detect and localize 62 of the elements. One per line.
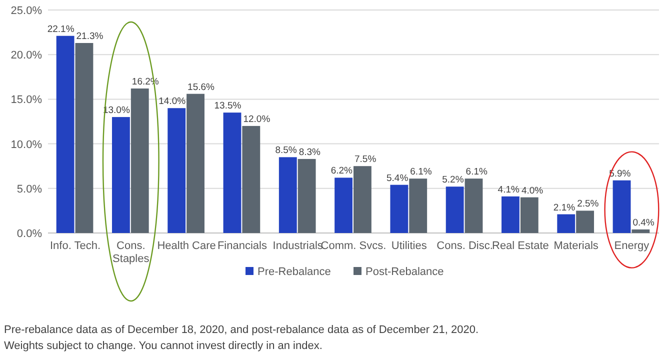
data-label: 0.4% <box>632 217 655 228</box>
x-tick-label: Cons. Disc. <box>436 240 493 252</box>
x-tick-label: Comm. Svcs. <box>320 240 386 252</box>
legend-label: Pre-Rebalance <box>258 266 331 278</box>
data-label: 6.2% <box>330 166 354 177</box>
data-label: 14.0% <box>158 96 186 108</box>
bar <box>242 126 260 233</box>
y-tick-label: 5.0% <box>16 183 42 196</box>
bar <box>409 178 428 233</box>
y-tick-label: 10.0% <box>10 138 42 151</box>
y-tick-label: 25.0% <box>10 5 42 17</box>
data-label: 6.1% <box>410 166 432 178</box>
bar <box>56 36 74 233</box>
data-label: 4.0% <box>521 185 544 196</box>
x-tick-label: Utilities <box>391 240 428 252</box>
x-tick-label: Real Estate <box>492 240 549 252</box>
y-tick-label: 0.0% <box>16 228 42 240</box>
bar <box>390 184 408 233</box>
bar <box>354 166 372 233</box>
bar <box>186 94 204 233</box>
bar <box>75 43 94 233</box>
bar <box>502 196 520 233</box>
bar <box>520 197 538 233</box>
bar <box>632 229 650 233</box>
data-label: 4.1% <box>498 184 520 196</box>
data-label: 2.1% <box>553 202 576 214</box>
x-tick-label: Cons. Staples <box>112 240 150 265</box>
bar <box>446 186 464 233</box>
x-tick-label: Industrials <box>272 240 324 252</box>
x-tick-label: Health Care <box>157 240 216 252</box>
bar <box>464 178 483 233</box>
bar <box>130 88 149 233</box>
y-tick-label: 20.0% <box>10 50 42 62</box>
bar <box>612 180 631 233</box>
data-label: 12.0% <box>243 114 271 125</box>
data-label: 5.2% <box>442 174 464 186</box>
text: Weights subject to change. You cannot invest directly in an index. <box>4 340 322 352</box>
data-label: 15.6% <box>188 82 216 93</box>
data-label: 21.3% <box>76 31 104 42</box>
x-tick-label: Financials <box>217 240 268 252</box>
y-tick-label: 15.0% <box>10 94 42 106</box>
bar <box>223 112 242 233</box>
bar <box>576 210 594 233</box>
data-label: 22.1% <box>47 24 75 35</box>
bar <box>168 108 186 233</box>
data-label: 13.5% <box>214 100 242 112</box>
bar <box>278 157 297 233</box>
data-label: 5.4% <box>386 172 409 184</box>
x-tick-label: Info. Tech. <box>50 240 101 252</box>
bar <box>298 158 316 233</box>
bar <box>112 117 130 233</box>
bar <box>557 214 576 233</box>
x-tick-label: Materials <box>554 240 599 252</box>
data-label: 8.3% <box>298 146 322 158</box>
data-label: 6.1% <box>466 166 488 178</box>
bar <box>334 178 352 233</box>
x-tick-label: Energy <box>614 240 650 252</box>
data-label: 7.5% <box>354 154 377 166</box>
data-label: 8.5% <box>275 145 298 156</box>
text: Pre-rebalance data as of December 18, 2020, and post-rebalance data as of December 21, 2020. <box>4 324 479 336</box>
data-label: 2.5% <box>577 198 600 210</box>
legend-label: Post-Rebalance <box>366 266 444 278</box>
